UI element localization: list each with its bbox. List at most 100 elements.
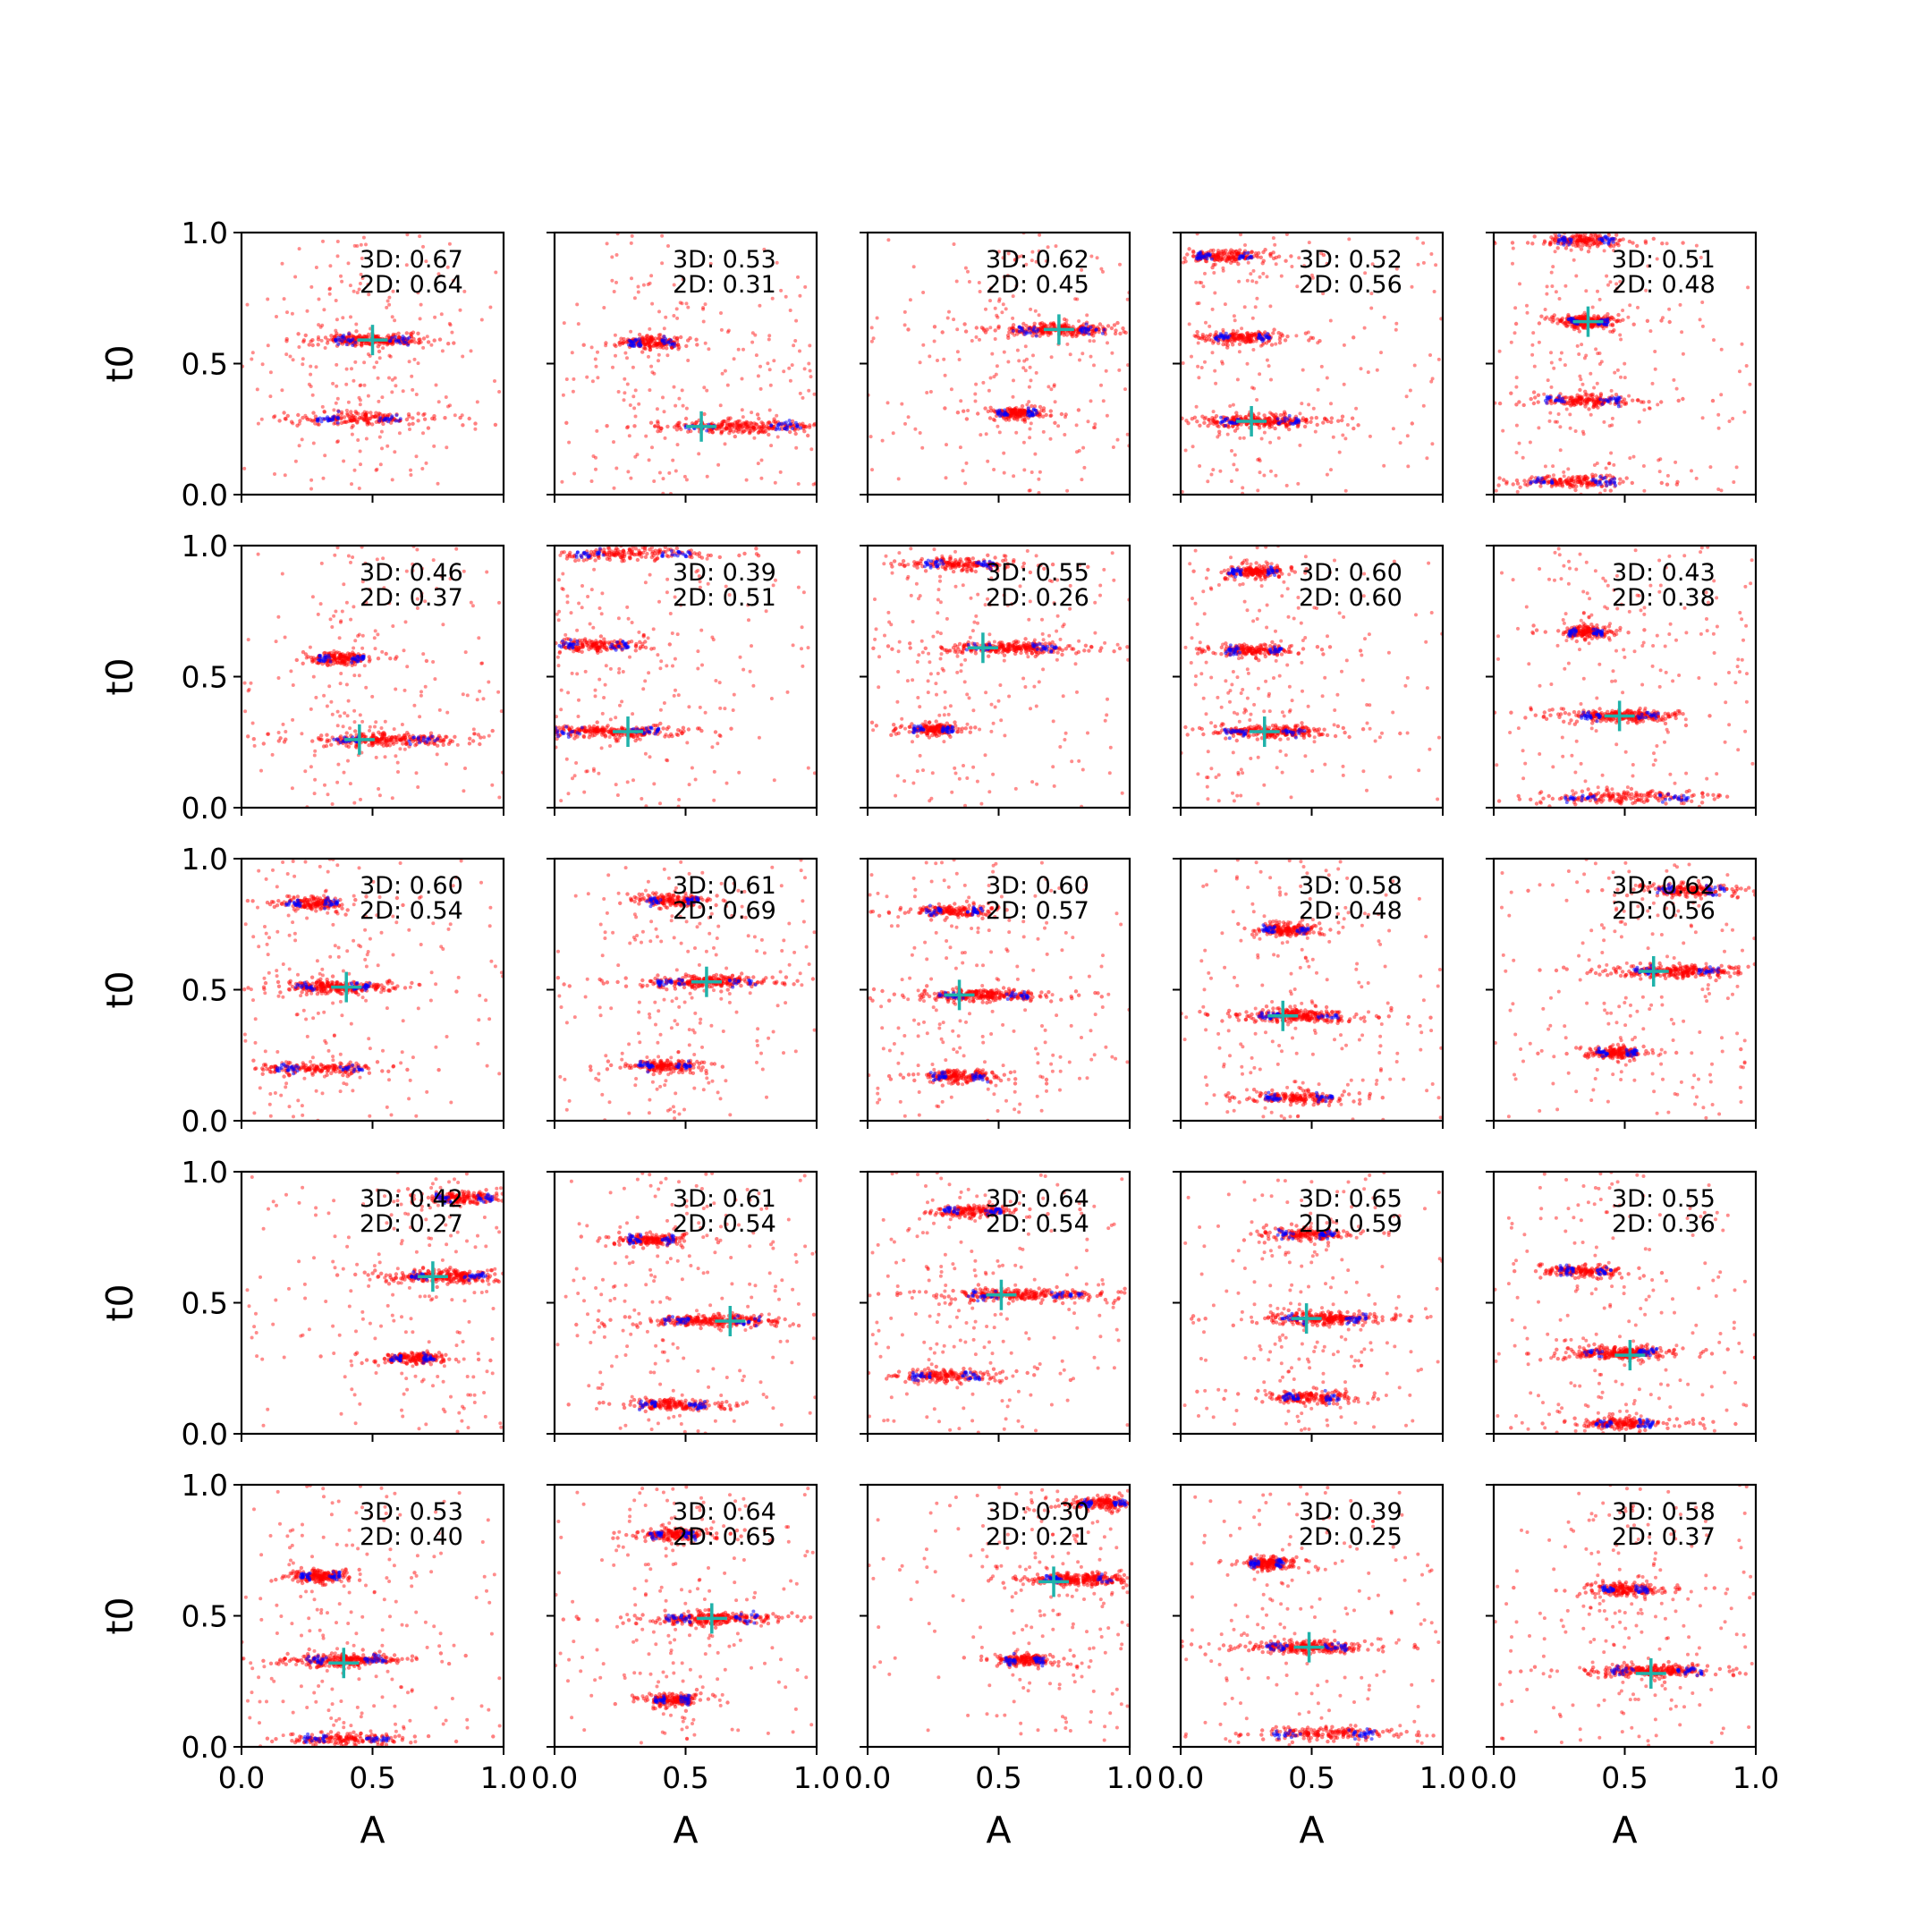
sample-point (1268, 254, 1273, 258)
reference-point (1557, 233, 1562, 238)
sample-point (1708, 465, 1713, 470)
sample-point (1674, 482, 1680, 487)
sample-point (719, 431, 724, 436)
sample-point (448, 403, 452, 408)
sample-point (1552, 473, 1555, 478)
sample-point (404, 741, 409, 746)
sample-point (1336, 419, 1341, 423)
sample-point (1268, 304, 1273, 309)
sample-point (1545, 284, 1549, 289)
sample-point (1563, 246, 1569, 250)
reference-point (631, 343, 635, 348)
sample-point (1232, 314, 1236, 318)
sample-point (349, 412, 353, 418)
sample-point (1690, 469, 1693, 473)
sample-point (612, 290, 616, 293)
sample-point (382, 586, 386, 590)
sample-point (1529, 396, 1533, 402)
sample-point (1311, 406, 1316, 411)
sample-point (314, 365, 318, 369)
sample-point (1198, 280, 1202, 284)
sample-point (335, 362, 339, 367)
reference-point (1200, 254, 1205, 258)
sample-point (289, 669, 293, 674)
sample-point (1577, 329, 1582, 334)
sample-point (390, 315, 394, 319)
sample-point (974, 382, 979, 386)
sample-point (1681, 241, 1685, 245)
sample-point (309, 707, 313, 711)
reference-point (1100, 331, 1105, 335)
sample-point (1007, 326, 1012, 331)
sample-point (718, 423, 724, 428)
sample-point (1530, 242, 1535, 246)
sample-point (381, 346, 386, 351)
sample-point (422, 417, 428, 421)
sample-point (1379, 351, 1383, 355)
sample-point (1062, 322, 1067, 326)
sample-point (1429, 379, 1434, 384)
sample-point (1518, 282, 1521, 286)
sample-point (335, 318, 339, 322)
sample-point (347, 652, 352, 657)
sample-point (575, 302, 580, 307)
sample-point (773, 419, 778, 424)
sample-point (328, 663, 333, 667)
sample-point (793, 339, 798, 343)
sample-point (1558, 425, 1563, 429)
sample-point (1065, 342, 1070, 346)
sample-point (952, 242, 956, 246)
sample-point (259, 768, 263, 773)
sample-point (1421, 241, 1426, 245)
sample-point (355, 420, 360, 425)
sample-point (1028, 427, 1032, 431)
sample-point (790, 419, 795, 424)
sample-point (1631, 454, 1636, 459)
sample-point (1111, 445, 1115, 449)
sample-point (1605, 274, 1609, 278)
sample-point (325, 704, 329, 708)
sample-point (350, 432, 354, 436)
sample-point (1544, 475, 1549, 480)
sample-point (388, 657, 393, 661)
sample-point (973, 399, 978, 403)
sample-point (416, 361, 420, 366)
reference-point (1223, 334, 1227, 338)
reference-point (1224, 423, 1228, 428)
sample-point (1004, 307, 1008, 311)
sample-point (644, 434, 648, 438)
sample-point (1585, 485, 1589, 489)
sample-point (740, 377, 744, 381)
sample-point (1243, 243, 1247, 247)
sample-point (1553, 419, 1557, 424)
sample-point (329, 334, 334, 338)
sample-point (306, 655, 310, 659)
sample-point (954, 279, 959, 284)
sample-point (1712, 338, 1716, 343)
sample-point (404, 569, 409, 573)
sample-point (996, 315, 1000, 319)
sample-point (932, 339, 936, 343)
sample-point (605, 242, 609, 246)
sample-point (750, 411, 754, 415)
reference-point (779, 422, 784, 427)
sample-point (458, 415, 462, 420)
sample-point (1307, 338, 1311, 343)
sample-point (940, 330, 945, 335)
sample-point (344, 367, 349, 371)
sample-point (336, 439, 340, 444)
sample-point (974, 326, 979, 330)
sample-point (284, 336, 289, 342)
sample-point (301, 362, 305, 367)
sample-point (418, 715, 422, 719)
reference-point (416, 735, 420, 740)
sample-point (757, 429, 761, 435)
sample-point (1268, 411, 1272, 415)
sample-point (1020, 407, 1025, 412)
sample-point (1658, 457, 1663, 462)
sample-point (1296, 481, 1301, 486)
sample-point (1557, 297, 1562, 301)
sample-point (614, 280, 618, 284)
sample-point (362, 664, 367, 668)
sample-point (373, 629, 377, 633)
